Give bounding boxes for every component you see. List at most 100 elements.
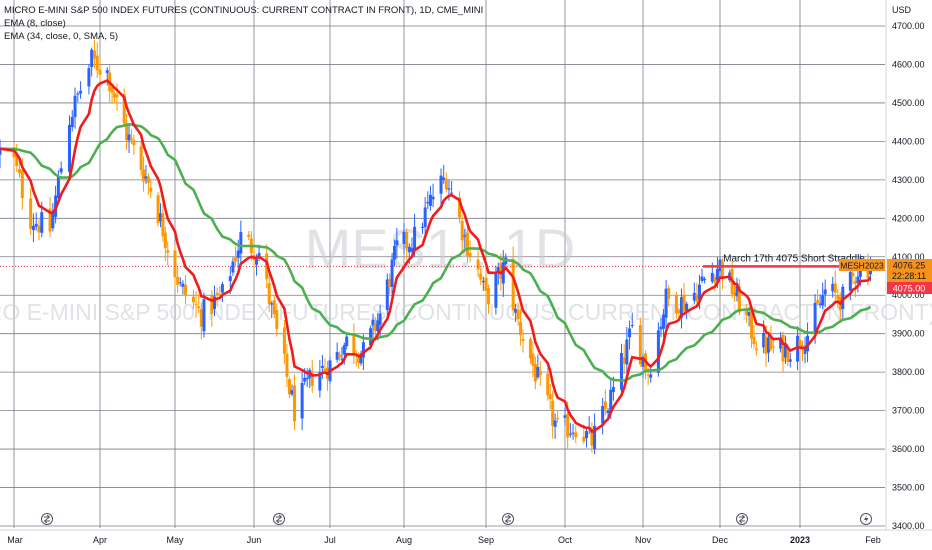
candle-body [18,168,22,174]
candle-body [231,261,235,273]
candle-body [287,379,291,395]
candle-body [163,232,167,248]
candle-body [392,245,396,260]
month-label: May [166,535,184,545]
candle-body [496,266,500,273]
candle-body [745,308,749,315]
candle-body [821,295,825,306]
candle-body [465,232,469,256]
candle-body [149,187,153,192]
event-markers[interactable] [41,513,872,525]
price-tick: 4700.00 [892,21,925,31]
candle-body [146,176,150,183]
candle-body [125,123,129,141]
month-label: Sep [478,535,494,545]
candle-body [15,154,19,167]
candle-body [538,370,542,376]
candle-body [410,248,414,252]
candle-body [267,282,271,304]
price-axis[interactable]: USD 4700.00 4600.00 4500.00 4400.00 4300.00 4… [892,5,925,531]
candle-body [395,240,399,246]
candle-body [486,287,490,305]
candle-body [516,309,520,320]
candle-body [318,372,322,391]
candle-body [132,140,136,146]
candle-body [90,49,94,68]
candle-body [674,294,678,314]
candle-body [680,297,683,318]
lightning-event-icon[interactable] [860,513,872,525]
candle-body [769,335,773,350]
month-label: Feb [865,535,881,545]
event-arrow-icon[interactable] [41,513,53,525]
candle-body [20,170,24,199]
candle-body [625,339,629,365]
candle-body [218,294,222,296]
time-axis[interactable]: Mar Apr May Jun Jul Aug Sep Oct Nov Dec 2023 Feb [7,535,881,545]
candle-body [692,292,696,301]
candle-body [851,273,855,277]
candle-body [677,309,681,314]
ema-slow-line [0,123,872,382]
candle-body [156,195,160,224]
candle-body [450,192,454,194]
candle-body [98,69,102,75]
candle-body [293,385,297,422]
ema-lines [0,78,872,434]
candle-body [29,198,33,229]
candle-body [0,148,2,155]
candle-body [752,336,756,345]
candle-body [582,436,586,442]
event-arrow-icon[interactable] [736,513,748,525]
price-tick: 3900.00 [892,329,925,339]
candle-body [511,258,515,311]
candle-body [682,295,686,312]
event-arrow-icon[interactable] [502,513,514,525]
candle-body [342,345,346,355]
candle-body [593,425,597,450]
month-label: Apr [93,535,107,545]
candle-body [667,288,671,299]
candle-body [161,213,165,237]
candle-body [239,232,243,254]
event-arrow-icon[interactable] [273,513,285,525]
candle-body [338,354,342,358]
price-tick: 4200.00 [892,213,925,223]
candle-body [556,418,560,420]
candle-body [649,374,653,378]
candle-body [546,373,550,396]
last-price-tag-bg [887,259,932,282]
candle-body [609,389,613,413]
candle-body [323,368,327,371]
last-price-tag: 4076.25 [893,261,926,271]
month-label: Jun [247,535,262,545]
candle-body [646,374,650,376]
candle-body [428,194,432,206]
candle-body [142,169,146,182]
candle-body [361,342,365,358]
candle-body [823,289,827,295]
candle-body [735,285,739,297]
candle-body [303,377,307,382]
candle-body [710,272,714,282]
candle-body [484,277,488,291]
candle-body [700,276,704,281]
candle-body [110,87,114,93]
candle-body [275,310,279,330]
candle-body [659,326,663,330]
candle-body [720,261,724,279]
candle-body [656,330,660,373]
candle-body [40,212,44,233]
watermark-symbol: MES1!, 1D [305,217,576,280]
candle-body [519,321,523,336]
candle-body [786,348,790,362]
candle-body [479,274,483,280]
candle-body [779,337,783,349]
month-label: Dec [712,535,729,545]
candle-body [481,280,485,283]
candle-body [798,339,802,349]
candle-body [713,277,717,283]
candle-body [191,296,195,303]
candle-body [67,124,71,172]
